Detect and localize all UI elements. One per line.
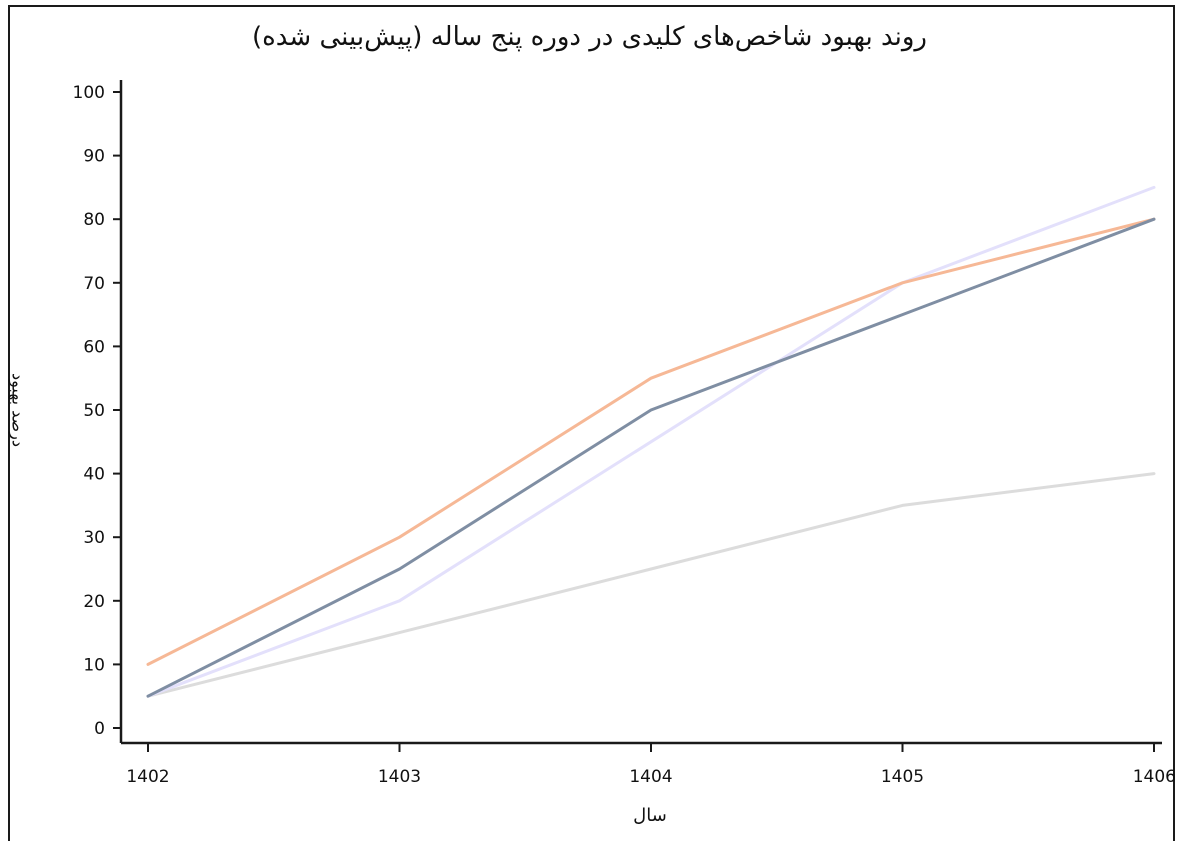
y-tick-label: 50: [83, 401, 105, 421]
chart-frame: [8, 5, 1175, 841]
series-line-2: [146, 185, 1156, 698]
x-tick-label: 1402: [126, 767, 169, 787]
axes-layer: 0 10 20 30 40 50 60 70 80 90 100 1402 1403 1404 1405 14…: [73, 80, 1176, 787]
y-tick-label: 70: [83, 274, 105, 294]
y-tick-label: 40: [83, 465, 105, 485]
series-line-4: [146, 217, 1156, 698]
y-tick-label: 20: [83, 592, 105, 612]
y-tick-label: 60: [83, 337, 105, 357]
series-line-3: [146, 217, 1156, 666]
x-tick-label: 1403: [378, 767, 421, 787]
x-axis-label: سال: [633, 805, 667, 826]
x-tick-label: 1404: [629, 767, 672, 787]
y-tick-label: 30: [83, 528, 105, 548]
x-tick-label: 1405: [881, 767, 924, 787]
y-tick-label: 100: [73, 83, 105, 103]
chart-title: روند بهبود شاخص‌های کلیدی در دوره پنج سا…: [252, 22, 927, 52]
y-tick-label: 90: [83, 147, 105, 167]
series-layer: [146, 185, 1156, 698]
y-tick-label: 80: [83, 210, 105, 230]
y-tick-label: 0: [94, 719, 105, 739]
x-tick-label: 1406: [1133, 767, 1176, 787]
y-tick-label: 10: [83, 655, 105, 675]
series-line-1: [146, 472, 1156, 698]
